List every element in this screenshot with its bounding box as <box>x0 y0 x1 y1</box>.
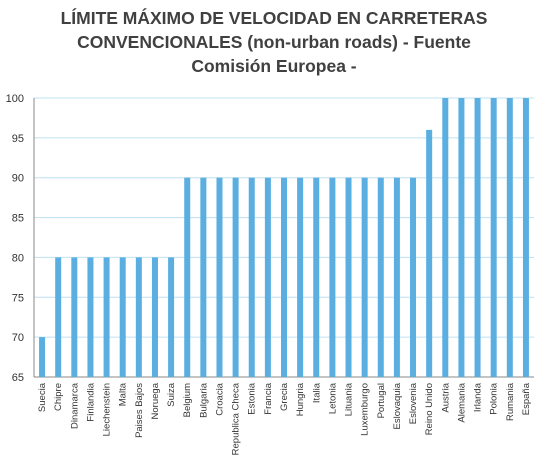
x-tick-label: Italia <box>311 382 322 403</box>
y-tick-label: 70 <box>12 332 24 344</box>
bar-croacia <box>216 177 223 377</box>
bar-grecia <box>281 177 287 377</box>
bar-paises-bajos <box>135 257 142 377</box>
y-tick-label: 90 <box>12 173 24 185</box>
bar-suiza <box>168 257 175 377</box>
y-tick-label: 80 <box>12 252 24 264</box>
bar-luxemburgo <box>361 177 368 377</box>
bar-dinamarca <box>71 257 78 377</box>
bar-reino-unido <box>426 129 433 377</box>
x-tick-label: Eslovaquia <box>392 382 403 429</box>
x-tick-label: Hungria <box>295 382 306 416</box>
x-tick-label: Alemania <box>456 382 467 422</box>
bar-polonia <box>490 98 497 377</box>
bar-belgium <box>184 177 191 377</box>
bar-portugal <box>377 177 384 377</box>
x-tick-label: España <box>521 382 532 415</box>
x-tick-label: Austria <box>440 382 451 412</box>
y-tick-label: 95 <box>12 133 24 145</box>
bar-estonia <box>248 177 255 377</box>
bar-eslovaquia <box>393 177 400 377</box>
x-tick-label: Dinamarca <box>69 382 80 429</box>
x-tick-label: Estonia <box>247 382 258 414</box>
x-tick-label: Portugal <box>376 383 387 418</box>
x-tick-label: Liechenstein <box>102 383 113 436</box>
bar-españa <box>522 98 529 377</box>
bar-austria <box>442 98 449 377</box>
bar-eslovenia <box>410 177 417 377</box>
x-tick-label: Paises Bajos <box>134 383 145 438</box>
bar-rumania <box>506 98 513 377</box>
x-tick-label: Suiza <box>166 382 177 406</box>
y-tick-label: 75 <box>12 292 24 304</box>
x-tick-label: Francia <box>263 382 274 414</box>
y-tick-label: 100 <box>6 93 24 105</box>
bar-finlandia <box>87 257 94 377</box>
chart-title-line-1: LÍMITE MÁXIMO DE VELOCIDAD EN CARRETERAS <box>60 8 488 28</box>
bar-republica-checa <box>232 177 239 377</box>
x-tick-label: Noruega <box>150 382 161 419</box>
bar-irlanda <box>474 98 481 377</box>
bar-noruega <box>151 257 158 377</box>
x-tick-label: Rumania <box>505 382 516 421</box>
x-tick-label: Reino Unido <box>424 383 435 435</box>
x-tick-label: Grecia <box>279 382 290 411</box>
x-tick-label: Irlanda <box>473 382 484 412</box>
x-tick-label: Luxemburgo <box>360 383 371 436</box>
bar-alemania <box>458 98 465 377</box>
x-tick-label: Republica Checa <box>231 382 242 455</box>
x-tick-label: Chipre <box>53 383 64 411</box>
y-tick-label: 85 <box>12 213 24 225</box>
x-tick-label: Suecia <box>37 382 48 412</box>
bar-chipre <box>55 257 62 377</box>
x-tick-label: Malta <box>118 382 129 406</box>
bar-francia <box>264 177 271 377</box>
bar-liechenstein <box>103 257 110 377</box>
x-tick-label: Letonia <box>327 382 338 414</box>
bar-italia <box>313 177 320 377</box>
x-tick-label: Belgium <box>182 383 193 417</box>
x-tick-label: Croacia <box>214 382 225 415</box>
x-tick-label: Polonia <box>489 382 500 414</box>
bar-lituania <box>345 177 352 377</box>
bar-malta <box>119 257 126 377</box>
x-tick-label: Bulgaria <box>198 382 209 418</box>
bar-suecia <box>39 337 46 377</box>
y-tick-label: 65 <box>12 372 24 384</box>
x-tick-label: Finlandia <box>85 382 96 421</box>
chart-title: LÍMITE MÁXIMO DE VELOCIDAD EN CARRETERAS… <box>0 6 548 78</box>
bar-bulgaria <box>200 177 207 377</box>
bar-letonia <box>329 177 336 377</box>
bar-hungria <box>297 177 304 377</box>
x-tick-label: Eslovenia <box>408 382 419 424</box>
x-tick-label: Lituania <box>344 382 355 416</box>
chart-title-line-3: Comisión Europea - <box>191 56 357 76</box>
chart-title-line-2: CONVENCIONALES (non-urban roads) - Fuent… <box>77 32 471 52</box>
